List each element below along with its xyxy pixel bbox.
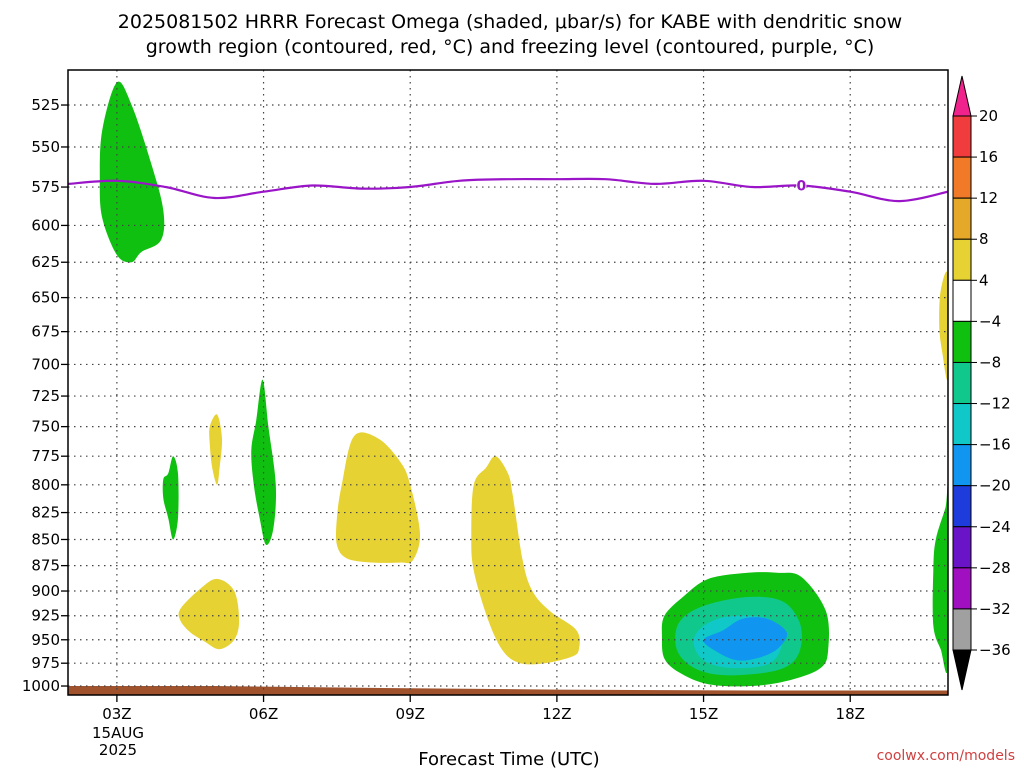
colorbar-band-11 [952, 526, 972, 569]
y-tick-label-775: 775 [31, 447, 60, 465]
x-tick-label-09Z: 09Z [396, 705, 425, 723]
x-axis-title: Forecast Time (UTC) [418, 749, 599, 768]
y-tick-label-675: 675 [31, 323, 60, 341]
omega-shading [99, 81, 948, 687]
y-tick-label-750: 750 [31, 418, 60, 436]
colorbar-band-4 [952, 238, 972, 281]
omega-region-6 [335, 432, 421, 564]
y-tick-label-650: 650 [31, 289, 60, 307]
colorbar-band-6 [952, 320, 972, 363]
colorbar-label-4: 4 [979, 271, 989, 289]
colorbar-label-10: −24 [979, 518, 1011, 536]
freezing-level-label-bg [796, 177, 807, 194]
y-tick-label-975: 975 [31, 654, 60, 672]
y-tick-label-700: 700 [31, 355, 60, 373]
x-tick-label-03Z: 03Z [102, 705, 131, 723]
y-tick-label-1000: 1000 [22, 677, 60, 695]
y-tick-label-550: 550 [31, 138, 60, 156]
y-tick-label-925: 925 [31, 607, 60, 625]
x-tick-label-15Z: 15Z [689, 705, 718, 723]
surface-fill [68, 686, 948, 695]
y-tick-label-725: 725 [31, 387, 60, 405]
freezing-level-label: 0 [796, 178, 806, 194]
y-tick-label-950: 950 [31, 631, 60, 649]
colorbar-band-10 [952, 485, 972, 528]
x-date-label-day: 15AUG [92, 724, 144, 742]
colorbar-band-8 [952, 403, 972, 446]
colorbar-band-1 [952, 115, 972, 158]
colorbar-label-3: 8 [979, 230, 989, 248]
omega-region-5 [251, 379, 277, 546]
omega-region-2 [939, 271, 948, 381]
plot-frame [67, 69, 949, 696]
x-tick-label-18Z: 18Z [836, 705, 865, 723]
colorbar-label-6: −8 [979, 353, 1001, 371]
colorbar-band-12 [952, 567, 972, 610]
y-tick-label-575: 575 [31, 178, 60, 196]
y-tick-label-625: 625 [31, 253, 60, 271]
y-tick-label-800: 800 [31, 476, 60, 494]
freezing-level-contour: 0 [68, 177, 948, 203]
colorbar-band-3 [952, 197, 972, 240]
colorbar-label-12: −32 [979, 600, 1011, 618]
omega-region-1 [99, 81, 165, 263]
colorbar-label-2: 12 [979, 189, 998, 207]
x-date-label-year: 2025 [99, 741, 137, 759]
credit-text: coolwx.com/models [877, 748, 1015, 764]
omega-region-13 [932, 481, 948, 673]
colorbar-label-8: −16 [979, 436, 1011, 454]
colorbar-band-2 [952, 156, 972, 199]
y-tick-label-850: 850 [31, 530, 60, 548]
colorbar-band-13 [952, 608, 972, 651]
y-tick-label-900: 900 [31, 582, 60, 600]
colorbar-top-arrow [952, 75, 972, 117]
surface-terrain [68, 686, 948, 695]
chart-title-line2: growth region (contoured, red, °C) and f… [146, 36, 875, 58]
colorbar-band-7 [952, 361, 972, 405]
colorbar-band-5 [952, 279, 972, 322]
x-tick-label-12Z: 12Z [542, 705, 571, 723]
colorbar-label-1: 16 [979, 148, 998, 166]
omega-region-3 [162, 456, 179, 540]
y-axis: 525 550 575 600 625 650 675 700 725 750 775 800 825 8… [22, 96, 68, 695]
omega-region-8 [178, 578, 240, 650]
chart-title-line1: 2025081502 HRRR Forecast Omega (shaded, … [118, 11, 902, 33]
y-tick-label-875: 875 [31, 557, 60, 575]
x-axis: 03Z 06Z 09Z 12Z 15Z 18Z [102, 695, 865, 723]
colorbar-label-13: −36 [979, 641, 1011, 659]
colorbar-bottom-arrow [952, 649, 972, 691]
omega-region-7 [471, 456, 580, 665]
colorbar-label-9: −20 [979, 477, 1011, 495]
freezing-level-line [68, 177, 948, 203]
colorbar-label-5: −4 [979, 312, 1001, 330]
omega-region-4 [209, 414, 223, 485]
y-tick-label-525: 525 [31, 96, 60, 114]
x-tick-label-06Z: 06Z [249, 705, 278, 723]
y-tick-label-600: 600 [31, 216, 60, 234]
colorbar-label-11: −28 [979, 559, 1011, 577]
y-tick-label-825: 825 [31, 504, 60, 522]
colorbar-band-9 [952, 444, 972, 487]
colorbar: 20 16 12 8 4 −4 −8 −12 −16 −20 −24 −28 −32 −36 [952, 75, 1011, 691]
colorbar-label-7: −12 [979, 395, 1011, 413]
omega-region-12 [703, 617, 788, 661]
colorbar-label-0: 20 [979, 107, 998, 125]
